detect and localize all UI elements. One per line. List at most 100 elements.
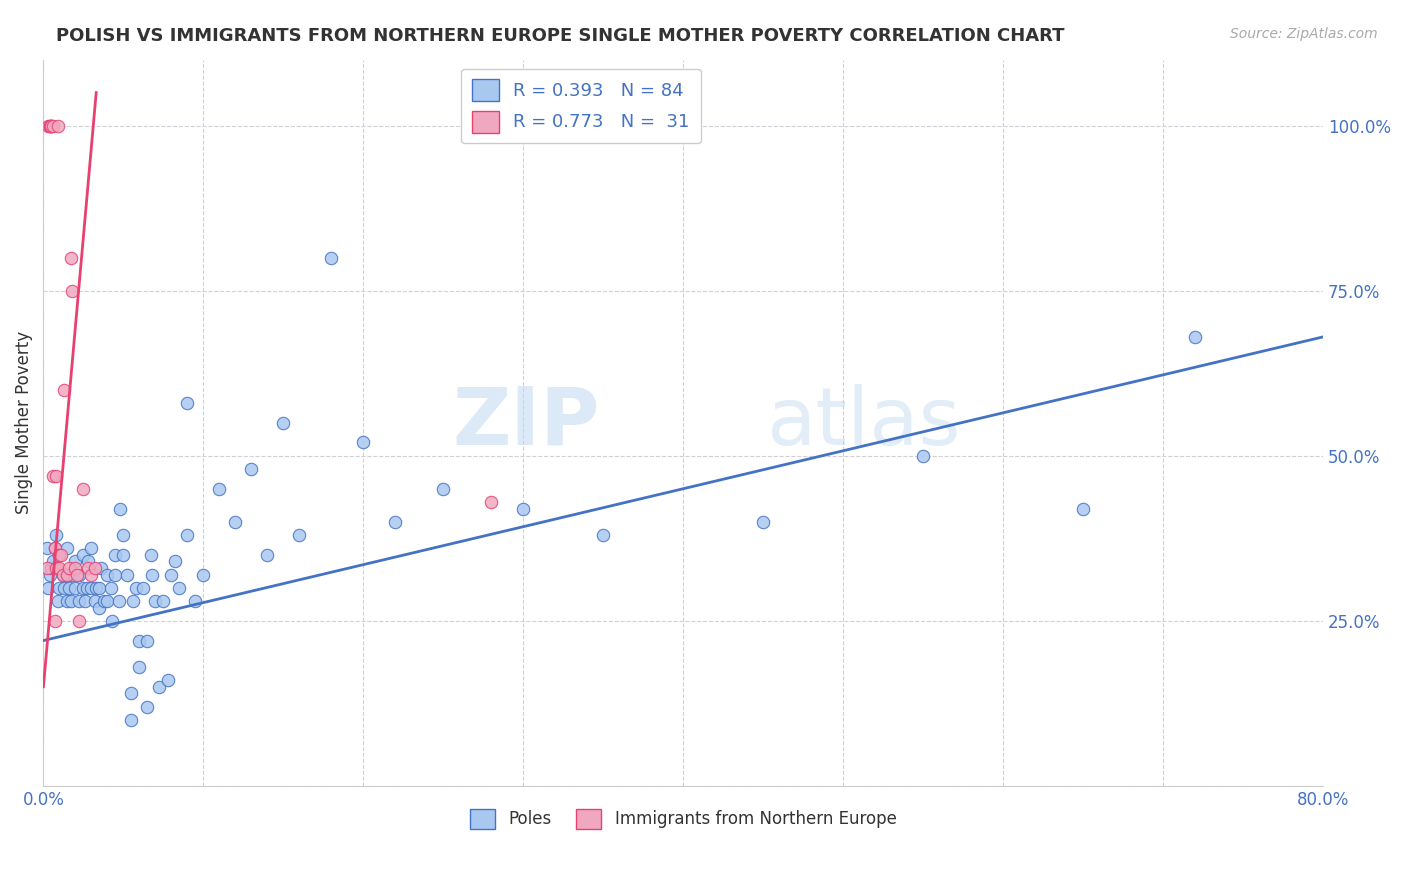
Text: Source: ZipAtlas.com: Source: ZipAtlas.com	[1230, 27, 1378, 41]
Point	[80, 567, 103, 582]
Point	[53, 383, 76, 397]
Point	[104, 567, 127, 582]
Point	[169, 581, 191, 595]
Point	[42, 119, 65, 133]
Point	[432, 482, 454, 496]
Point	[100, 581, 122, 595]
Text: ZIP: ZIP	[453, 384, 600, 462]
Point	[42, 554, 65, 568]
Point	[384, 515, 406, 529]
Point	[352, 435, 374, 450]
Point	[160, 567, 183, 582]
Point	[912, 449, 935, 463]
Point	[37, 119, 59, 133]
Point	[56, 567, 79, 582]
Point	[752, 515, 775, 529]
Point	[37, 581, 59, 595]
Point	[240, 462, 263, 476]
Point	[73, 594, 96, 608]
Point	[104, 548, 127, 562]
Point	[90, 561, 112, 575]
Point	[46, 119, 69, 133]
Point	[148, 680, 170, 694]
Point	[72, 548, 94, 562]
Point	[45, 561, 67, 575]
Point	[60, 284, 83, 298]
Point	[48, 581, 70, 595]
Point	[84, 581, 107, 595]
Point	[96, 567, 118, 582]
Point	[208, 482, 231, 496]
Point	[41, 119, 63, 133]
Point	[41, 119, 63, 133]
Point	[52, 567, 75, 582]
Point	[48, 548, 70, 562]
Point	[44, 614, 66, 628]
Point	[112, 548, 135, 562]
Text: atlas: atlas	[766, 384, 960, 462]
Point	[80, 541, 103, 555]
Point	[45, 528, 67, 542]
Point	[60, 567, 83, 582]
Point	[56, 594, 79, 608]
Point	[83, 561, 105, 575]
Point	[193, 567, 215, 582]
Point	[120, 713, 142, 727]
Point	[93, 594, 115, 608]
Point	[115, 567, 138, 582]
Point	[125, 581, 148, 595]
Point	[46, 594, 69, 608]
Point	[56, 541, 79, 555]
Point	[141, 567, 163, 582]
Point	[44, 541, 66, 555]
Point	[67, 567, 90, 582]
Point	[89, 581, 111, 595]
Point	[184, 594, 207, 608]
Point	[41, 561, 63, 575]
Point	[131, 581, 153, 595]
Point	[72, 581, 94, 595]
Point	[77, 561, 100, 575]
Point	[120, 686, 142, 700]
Point	[1071, 501, 1094, 516]
Point	[38, 567, 60, 582]
Point	[76, 581, 98, 595]
Point	[163, 554, 186, 568]
Point	[65, 561, 87, 575]
Point	[224, 515, 246, 529]
Text: POLISH VS IMMIGRANTS FROM NORTHERN EUROPE SINGLE MOTHER POVERTY CORRELATION CHAR: POLISH VS IMMIGRANTS FROM NORTHERN EUROP…	[56, 27, 1064, 45]
Point	[65, 554, 87, 568]
Point	[35, 541, 58, 555]
Point	[122, 594, 145, 608]
Point	[101, 614, 124, 628]
Point	[139, 548, 162, 562]
Point	[80, 581, 103, 595]
Point	[112, 528, 135, 542]
Point	[107, 594, 129, 608]
Point	[53, 581, 76, 595]
Point	[512, 501, 534, 516]
Point	[96, 594, 118, 608]
Point	[67, 594, 90, 608]
Point	[38, 119, 60, 133]
Point	[56, 567, 79, 582]
Point	[128, 633, 150, 648]
Point	[136, 633, 159, 648]
Point	[59, 251, 82, 265]
Point	[108, 501, 131, 516]
Point	[42, 468, 65, 483]
Point	[58, 561, 80, 575]
Point	[256, 548, 278, 562]
Point	[72, 482, 94, 496]
Point	[152, 594, 174, 608]
Point	[35, 561, 58, 575]
Point	[48, 561, 70, 575]
Point	[157, 673, 180, 688]
Point	[176, 396, 198, 410]
Point	[58, 581, 80, 595]
Point	[592, 528, 614, 542]
Point	[136, 699, 159, 714]
Point	[38, 119, 60, 133]
Point	[44, 541, 66, 555]
Point	[321, 251, 343, 265]
